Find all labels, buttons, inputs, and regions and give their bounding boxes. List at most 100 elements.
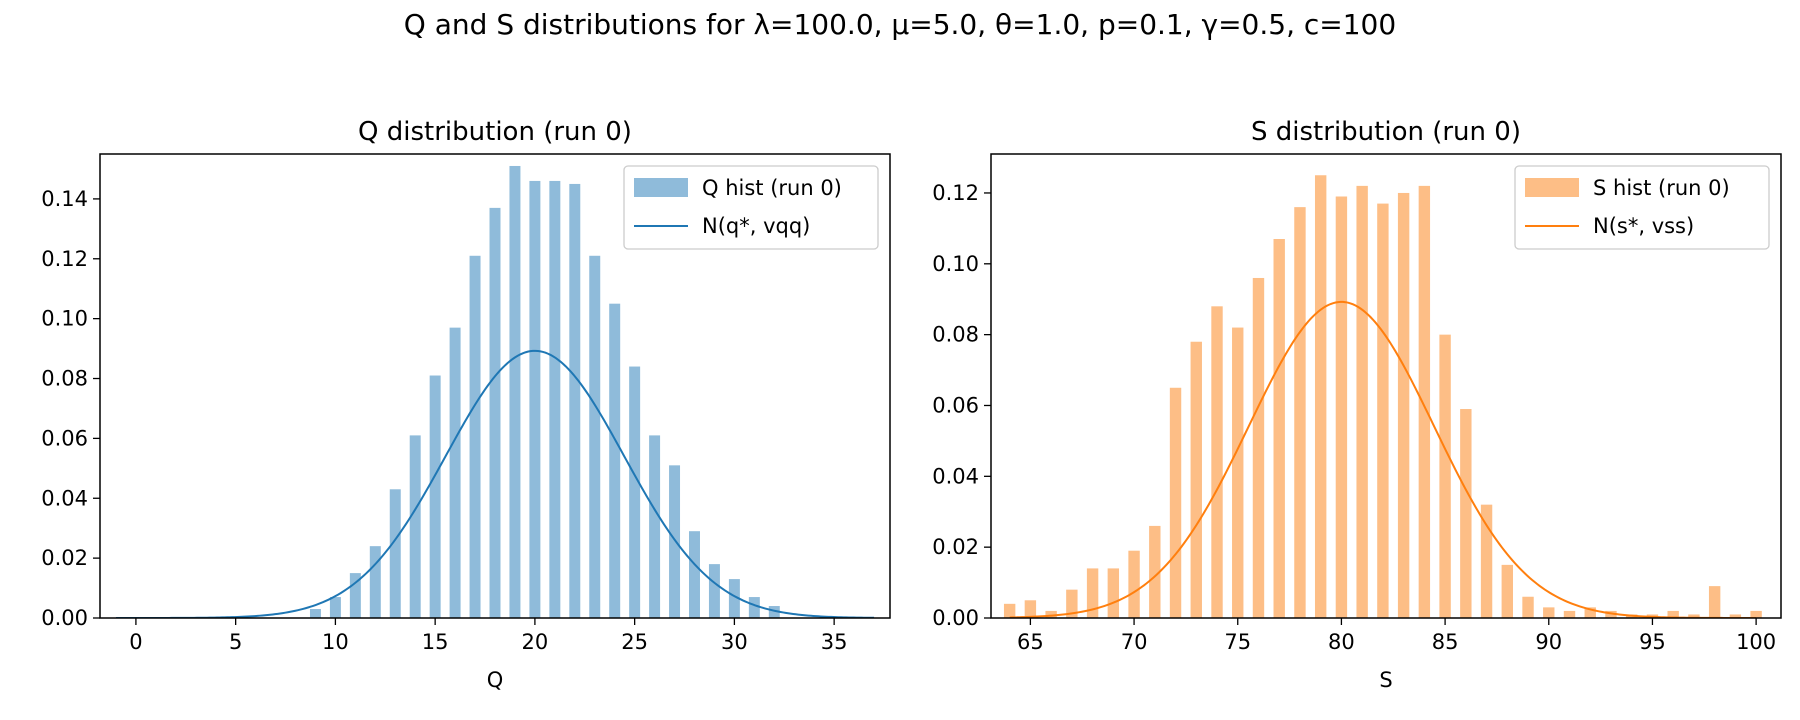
q-x-tick-label: 0 — [129, 630, 142, 654]
s-legend-curve-label: N(s*, vss) — [1593, 214, 1694, 238]
s-normal-curve — [1009, 300, 1757, 618]
s-hist-bar — [1149, 525, 1161, 618]
s-x-tick-label: 70 — [1121, 630, 1148, 654]
s-hist-bar — [1252, 277, 1265, 618]
s-hist-bar — [1169, 387, 1182, 618]
q-x-tick-label: 25 — [621, 630, 648, 654]
s-x-tick-label: 95 — [1639, 630, 1666, 654]
q-legend: Q hist (run 0) N(q*, vqq) — [623, 165, 879, 250]
s-hist-bar — [1066, 589, 1078, 618]
q-x-tick-label: 35 — [821, 630, 848, 654]
s-y-tick-label: 0.10 — [932, 252, 979, 276]
s-hist-bar — [1397, 192, 1410, 618]
q-hist-bar — [708, 564, 720, 618]
s-hist-bar — [1128, 550, 1140, 618]
s-legend-hist-label: S hist (run 0) — [1593, 176, 1730, 200]
q-hist-bar — [629, 366, 641, 618]
s-y-tick-label: 0.08 — [932, 323, 979, 347]
s-hist-bar — [1232, 327, 1244, 618]
q-hist-bar — [649, 435, 661, 618]
q-hist-bar — [309, 609, 321, 618]
s-hist-bar — [1107, 568, 1120, 618]
q-legend-hist-label: Q hist (run 0) — [702, 176, 842, 200]
s-hist-bar — [1086, 568, 1099, 618]
s-hist-bar — [1522, 596, 1534, 618]
q-y-tick-label: 0.02 — [41, 546, 88, 570]
q-x-axis-label: Q — [487, 668, 504, 692]
s-x-axis-label: S — [1379, 668, 1392, 692]
s-hist-bar — [1418, 185, 1431, 618]
q-bars — [309, 165, 780, 618]
q-hist-bar — [768, 606, 780, 618]
s-hist-bar — [1314, 175, 1327, 618]
q-hist-bar — [429, 375, 441, 618]
s-hist-bar — [1273, 239, 1285, 618]
q-distribution-panel: 0 5 10 15 20 25 30 35 0.00 0.02 0.04 0.06 0.08 0.10 0.… — [41, 117, 891, 692]
figure-title: Q and S distributions for λ=100.0, μ=5.0… — [403, 8, 1397, 41]
s-hist-bar — [1377, 203, 1389, 618]
s-panel-title: S distribution (run 0) — [1251, 117, 1521, 147]
s-hist-bar — [1335, 196, 1348, 618]
q-x-tick-label: 15 — [422, 630, 449, 654]
q-y-tick-label: 0.08 — [41, 367, 88, 391]
q-hist-bar — [329, 597, 341, 618]
q-hist-bar — [589, 255, 601, 618]
s-legend: S hist (run 0) N(s*, vss) — [1514, 165, 1770, 250]
s-hist-bar — [1501, 564, 1513, 618]
s-y-tick-label: 0.00 — [932, 606, 979, 630]
s-hist-bar — [1356, 185, 1368, 618]
q-hist-bar — [389, 489, 401, 618]
s-x-tick-label: 85 — [1432, 630, 1459, 654]
q-hist-bar — [489, 207, 501, 618]
s-x-tick-label: 65 — [1017, 630, 1044, 654]
s-x-tick-label: 75 — [1224, 630, 1251, 654]
s-hist-bar — [1045, 610, 1057, 618]
q-hist-bar — [569, 183, 581, 618]
s-y-tick-label: 0.06 — [932, 393, 979, 417]
q-hist-bar — [689, 531, 700, 618]
q-hist-bar — [609, 303, 621, 618]
s-hist-bar — [1584, 607, 1596, 618]
s-x-tick-label: 80 — [1328, 630, 1355, 654]
q-hist-bar — [529, 180, 541, 618]
q-x-tick-label: 30 — [721, 630, 748, 654]
q-y-tick-label: 0.12 — [41, 247, 88, 271]
q-legend-curve-label: N(q*, vqq) — [702, 214, 810, 238]
s-x-tick-label: 100 — [1736, 630, 1776, 654]
q-y-tick-label: 0.10 — [41, 307, 88, 331]
q-normal-curve — [115, 349, 875, 618]
s-y-tick-label: 0.12 — [932, 181, 979, 205]
q-hist-bar — [748, 597, 760, 618]
q-hist-bar — [728, 579, 740, 618]
s-hist-bar — [1688, 614, 1700, 618]
s-hist-bar — [1460, 409, 1472, 618]
s-hist-bar — [1003, 603, 1016, 618]
s-hist-bar — [1729, 614, 1742, 618]
q-hist-bar — [349, 573, 361, 618]
s-y-tick-label: 0.04 — [932, 464, 979, 488]
q-legend-hist-swatch — [634, 178, 688, 197]
q-hist-bar — [409, 435, 421, 618]
s-hist-bar — [1543, 607, 1555, 618]
s-hist-bar — [1605, 610, 1617, 618]
s-axes-frame — [990, 153, 1782, 619]
q-hist-bar — [469, 255, 481, 618]
s-hist-bar — [1750, 610, 1762, 618]
q-y-tick-label: 0.14 — [41, 187, 88, 211]
q-hist-bar — [509, 165, 521, 618]
s-hist-bar — [1667, 610, 1679, 618]
q-x-tick-label: 20 — [522, 630, 549, 654]
s-y-tick-label: 0.02 — [932, 535, 979, 559]
s-x-tick-label: 90 — [1535, 630, 1562, 654]
s-hist-bar — [1211, 306, 1223, 618]
q-x-tick-label: 10 — [322, 630, 349, 654]
q-y-tick-label: 0.06 — [41, 426, 88, 450]
s-hist-bar — [1708, 586, 1721, 618]
q-hist-bar — [549, 180, 561, 618]
s-hist-bar — [1024, 600, 1037, 618]
s-hist-bar — [1439, 334, 1451, 618]
q-panel-title: Q distribution (run 0) — [358, 117, 632, 147]
q-hist-bar — [449, 327, 461, 618]
q-hist-bar — [369, 546, 381, 618]
